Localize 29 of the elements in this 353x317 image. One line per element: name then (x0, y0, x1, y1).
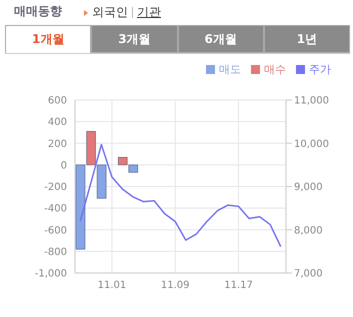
text: 1년 (264, 25, 350, 53)
chart-title: 매매동향 (14, 3, 62, 20)
x-tick-label: 11.09 (160, 280, 190, 292)
x-tick-label: 11.17 (224, 280, 253, 292)
y2-tick-label: 7,000 (294, 268, 323, 280)
y-tick-label: -800 (44, 246, 67, 258)
legend-label: 매도 (219, 63, 241, 76)
y-tick-label: -400 (44, 204, 67, 215)
y2-tick-label: 11,000 (294, 96, 329, 107)
y2-tick-label: 9,000 (294, 182, 323, 194)
line-series (80, 144, 282, 248)
legend-label: 매수 (264, 63, 286, 76)
y-tick-label: 400 (48, 117, 67, 128)
y-tick-label: 200 (48, 138, 67, 150)
legend-label: 주가 (309, 63, 331, 76)
text: 6개월 (178, 25, 264, 53)
y-tick-label: -1,000 (34, 268, 67, 280)
x-tick-label: 11.01 (98, 280, 126, 292)
text: 1개월 (5, 25, 92, 53)
y-tick-label: -600 (44, 225, 67, 236)
text: 3개월 (91, 25, 178, 53)
y-tick-label: 600 (48, 96, 67, 107)
y-tick-label: -200 (44, 182, 67, 194)
bar (96, 164, 106, 199)
y2-tick-label: 10,000 (294, 138, 329, 150)
y-tick-label: 0 (60, 160, 67, 172)
y2-tick-label: 8,000 (294, 225, 323, 236)
text: 기관 (137, 4, 161, 21)
text: 외국인 (92, 4, 128, 21)
